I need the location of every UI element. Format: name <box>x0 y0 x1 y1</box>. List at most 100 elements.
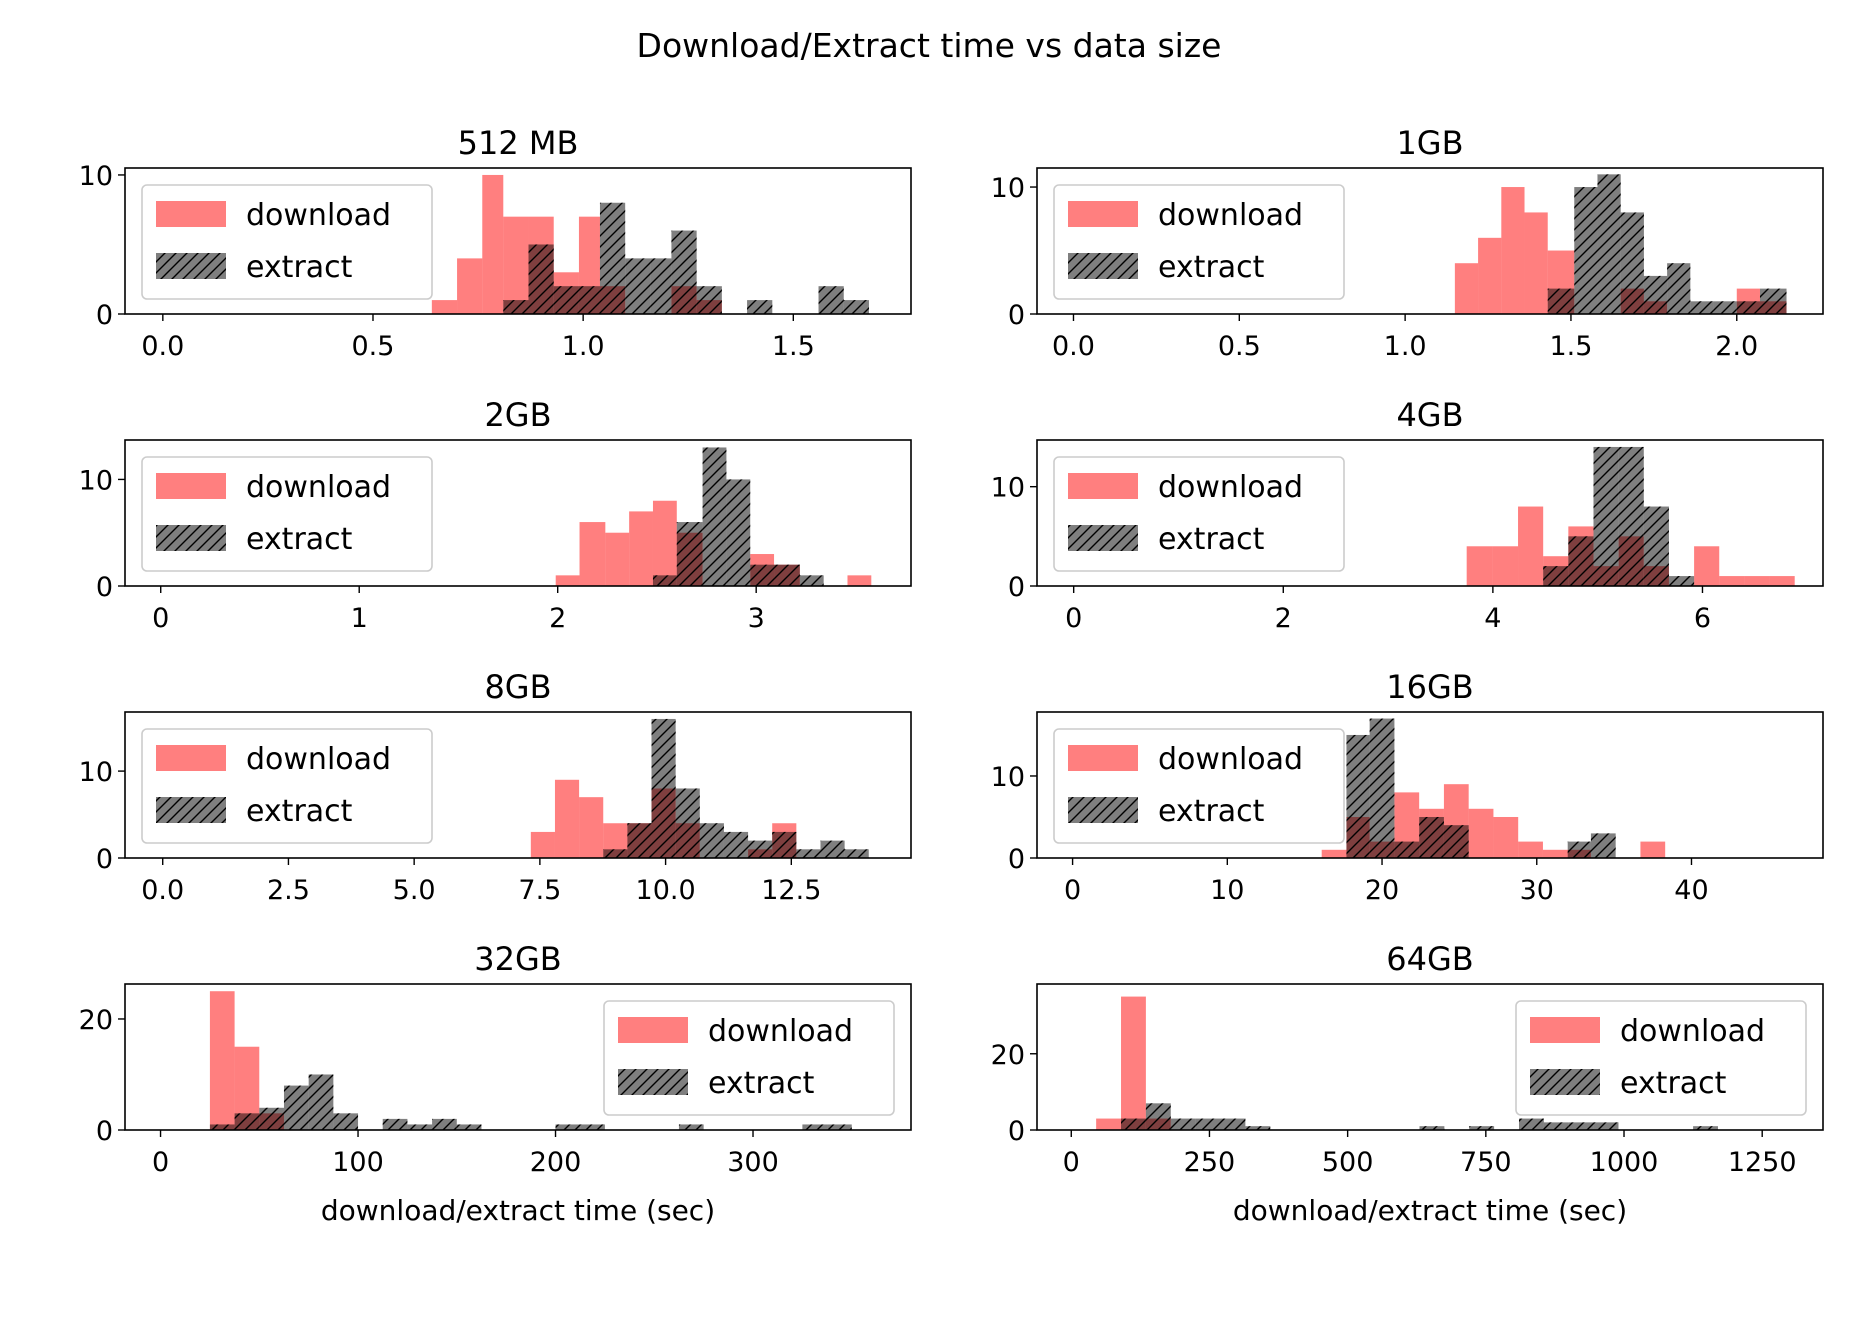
bar-download <box>1096 1118 1122 1130</box>
legend-label-extract: extract <box>708 1066 815 1101</box>
bar-download <box>1454 263 1479 314</box>
bar-hatch <box>1518 1118 1544 1130</box>
bar-hatch <box>1593 446 1619 586</box>
y-tick-label: 0 <box>96 844 113 875</box>
legend-label-extract: extract <box>1158 250 1265 285</box>
bar-hatch <box>1620 212 1644 314</box>
bar-hatch <box>796 849 821 858</box>
bar-download <box>579 797 604 858</box>
bar-hatch <box>772 831 797 858</box>
subplot-4: 0 2 4 6 0 10 4GB download extract <box>991 396 1824 634</box>
legend-swatch-hatch <box>1530 1069 1600 1095</box>
x-tick-label: 0.0 <box>141 331 184 362</box>
figure-suptitle: Download/Extract time vs data size <box>637 26 1222 65</box>
bar-download <box>1121 996 1146 1130</box>
bar-hatch <box>827 1124 852 1130</box>
bar-hatch <box>676 522 703 586</box>
bar-download <box>629 511 653 586</box>
y-tick-label: 0 <box>96 300 113 331</box>
bar-download <box>1493 816 1519 858</box>
x-tick-label: 2.5 <box>267 875 310 906</box>
y-tick-label: 20 <box>991 1040 1025 1071</box>
bar-hatch <box>696 286 722 314</box>
bar-download <box>1321 849 1347 858</box>
x-tick-label: 0 <box>1063 1147 1080 1178</box>
legend-label-download: download <box>1620 1014 1765 1049</box>
legend-swatch-hatch <box>1068 525 1138 551</box>
x-tick-label: 2 <box>549 603 566 634</box>
axes-frame <box>1036 439 1824 587</box>
bar-hatch <box>503 300 529 314</box>
legend-label-extract: extract <box>246 522 353 557</box>
bar-hatch <box>1597 174 1621 314</box>
axes-frame <box>124 439 912 587</box>
bar-download <box>431 300 458 314</box>
bar-download <box>1542 849 1568 858</box>
legend-label-download: download <box>1158 470 1303 505</box>
x-tick-label: 1250 <box>1728 1147 1797 1178</box>
y-tick-label: 0 <box>96 572 113 603</box>
bar-hatch <box>1643 506 1669 586</box>
subplot-5: 0.0 2.5 5.0 7.5 10.0 12.5 0 10 8GB download extrac… <box>79 668 912 906</box>
x-axis-label: download/extract time (sec) <box>1233 1194 1627 1227</box>
x-tick-label: 1000 <box>1590 1147 1659 1178</box>
bar-hatch <box>1547 288 1575 314</box>
bar-hatch <box>1443 825 1469 858</box>
legend-label-download: download <box>246 470 391 505</box>
bar-hatch <box>1693 1126 1718 1130</box>
legend-swatch-hatch <box>1068 253 1138 279</box>
bar-hatch <box>456 1124 482 1130</box>
legend-swatch-download <box>618 1017 688 1043</box>
legend-swatch-hatch <box>156 525 226 551</box>
legend-swatch-hatch <box>618 1069 688 1095</box>
bar-download <box>503 216 529 314</box>
bar-hatch <box>1419 1126 1445 1130</box>
bar-hatch <box>1690 301 1714 314</box>
legend-swatch-hatch <box>156 253 226 279</box>
subplot-title: 32GB <box>474 940 561 978</box>
series-extract <box>503 202 869 314</box>
bar-hatch <box>382 1118 408 1130</box>
bar-hatch <box>1759 288 1787 314</box>
bar-hatch <box>1568 536 1594 586</box>
legend-label-extract: extract <box>1158 522 1265 557</box>
bar-download <box>530 831 555 858</box>
bar-hatch <box>844 849 869 858</box>
legend-swatch-download <box>156 201 226 227</box>
bar-hatch <box>1593 1122 1619 1130</box>
bar-download <box>1518 506 1544 586</box>
x-tick-label: 300 <box>727 1147 779 1178</box>
bar-download <box>1501 187 1525 314</box>
legend-swatch-download <box>156 745 226 771</box>
bar-hatch <box>747 300 773 314</box>
bar-hatch <box>750 564 775 586</box>
y-tick-label: 10 <box>991 473 1025 504</box>
x-tick-label: 250 <box>1184 1147 1236 1178</box>
bar-hatch <box>650 258 672 314</box>
legend: download extract <box>1053 184 1345 300</box>
bar-download <box>1492 546 1519 586</box>
x-tick-label: 3 <box>748 603 765 634</box>
bar-download <box>1769 576 1795 586</box>
bar-hatch <box>802 1124 828 1130</box>
axes-frame <box>1036 167 1824 315</box>
series-extract <box>652 447 824 586</box>
x-tick-label: 1.5 <box>772 331 815 362</box>
bar-hatch <box>209 1124 235 1130</box>
bar-download <box>652 500 677 586</box>
bar-hatch <box>1618 446 1644 586</box>
bar-hatch <box>603 849 628 858</box>
x-tick-label: 2.0 <box>1715 331 1758 362</box>
subplot-title: 8GB <box>484 668 551 706</box>
bar-hatch <box>843 300 869 314</box>
legend-label-extract: extract <box>246 794 353 829</box>
bar-hatch <box>432 1118 457 1130</box>
bar-hatch <box>1668 576 1695 586</box>
axes-frame <box>1036 983 1824 1131</box>
bar-hatch <box>1543 1122 1569 1130</box>
x-tick-label: 1.0 <box>1384 331 1427 362</box>
bar-hatch <box>578 286 600 314</box>
bar-hatch <box>234 1113 260 1130</box>
bar-hatch <box>1643 275 1668 314</box>
series-extract <box>603 718 869 858</box>
